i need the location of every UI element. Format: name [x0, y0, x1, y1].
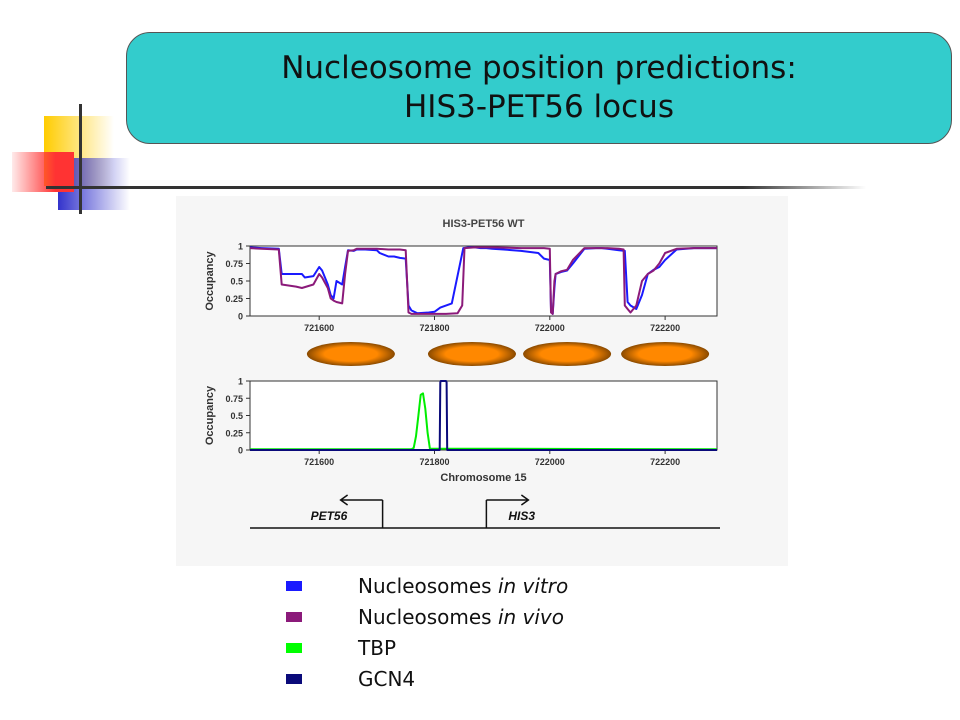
y-tick-label: 0 [238, 446, 243, 456]
legend-label-text: Nucleosomes [358, 574, 498, 598]
y-axis-label: Occupancy [204, 250, 216, 310]
chart-title: HIS3-PET56 WT [443, 218, 525, 230]
series-line-1-0 [250, 392, 718, 451]
deco-vertical-line [79, 104, 82, 214]
y-tick-label: 0.25 [225, 294, 243, 304]
y-axis-label: Occupancy [204, 385, 216, 445]
deco-horizontal-line [46, 186, 866, 189]
x-tick-label: 722000 [535, 457, 565, 467]
deco-red-square [12, 152, 74, 192]
figure-panel: HIS3-PET56 WT 0 0.25 0.5 0.75 1 721600 721800 72… [176, 196, 788, 566]
gene-label-pet56: PET56 [311, 509, 348, 523]
x-tick-label: 721800 [419, 323, 449, 333]
y-tick-label: 0 [238, 312, 243, 322]
legend-label-text: GCN4 [358, 667, 416, 691]
legend-swatch [286, 643, 302, 653]
legend-swatch [286, 674, 302, 684]
nucleosome-ellipse [621, 342, 710, 366]
y-tick-label: 0.75 [225, 259, 243, 269]
legend-label-italic: in vivo [497, 605, 565, 629]
y-tick-label: 0.5 [230, 277, 243, 287]
series-line-0-1 [249, 246, 717, 315]
slide-title-line2: HIS3-PET56 locus [404, 89, 674, 125]
y-tick-label: 0.25 [225, 428, 243, 438]
decorative-squares [12, 104, 866, 214]
x-tick-label: 721800 [419, 457, 449, 467]
legend-swatch [286, 612, 302, 622]
y-tick-label: 1 [238, 242, 243, 252]
occupancy-chart: HIS3-PET56 WT 0 0.25 0.5 0.75 1 721600 721800 72… [204, 218, 720, 529]
nucleosome-ellipse [523, 342, 612, 366]
legend-swatch [286, 581, 302, 591]
x-axis-label: Chromosome 15 [440, 472, 526, 484]
x-tick-label: 721600 [304, 457, 334, 467]
promoter-arrowhead [339, 494, 349, 506]
plot-frame-1 [249, 380, 718, 451]
gene-label-his3: HIS3 [508, 509, 535, 523]
legend-label: Nucleosomes in vivo [358, 605, 564, 629]
y-tick-label: 1 [238, 377, 243, 387]
legend-label-text: TBP [358, 636, 396, 660]
legend-label: Nucleosomes in vitro [358, 574, 568, 598]
x-tick-label: 722000 [535, 323, 565, 333]
x-tick-label: 722200 [650, 323, 680, 333]
series-line-1-1 [250, 380, 717, 451]
y-tick-label: 0.75 [225, 394, 243, 404]
promoter-arrowhead [520, 494, 530, 506]
legend-label: GCN4 [358, 667, 415, 691]
y-tick-label: 0.5 [230, 411, 243, 421]
slide-title-line1: Nucleosome position predictions: [281, 50, 797, 86]
x-tick-label: 722200 [650, 457, 680, 467]
legend-label: TBP [358, 636, 396, 660]
plot-frame-0 [249, 245, 718, 317]
legend-label-italic: in vitro [497, 574, 569, 598]
legend-label-text: Nucleosomes [358, 605, 498, 629]
title-box: Nucleosome position predictions: HIS3-PE… [126, 32, 952, 144]
nucleosome-ellipse [306, 342, 395, 366]
x-tick-label: 721600 [304, 323, 334, 333]
nucleosome-ellipse [427, 342, 516, 366]
